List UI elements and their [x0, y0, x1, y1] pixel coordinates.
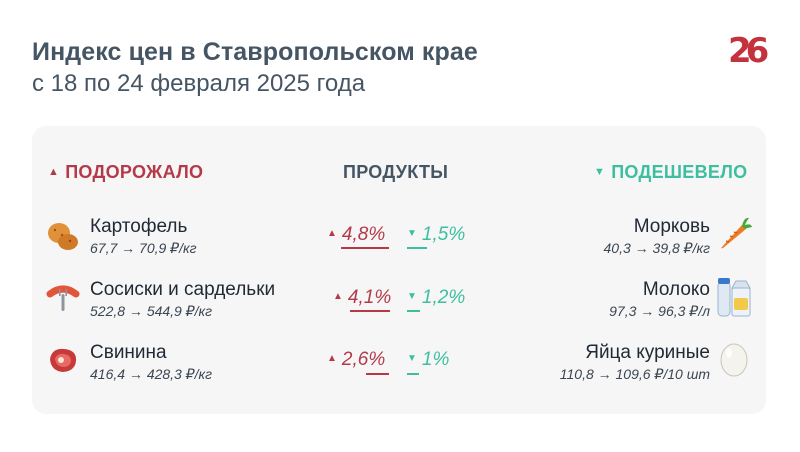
- svg-text:26: 26: [728, 31, 768, 71]
- product-prices-potato: 67,7 → 70,9 ₽/кг: [90, 240, 197, 256]
- product-prices-carrot: 40,3 → 39,8 ₽/кг: [603, 240, 710, 256]
- page-subtitle: с 18 по 24 февраля 2025 года: [32, 70, 366, 97]
- product-prices-egg: 110,8 → 109,6 ₽/10 шт: [559, 366, 710, 382]
- pct-fell-1: ▼ 1,5%: [407, 224, 466, 245]
- page-title: Индекс цен в Ставропольском крае: [32, 38, 478, 66]
- fell-bar-2: [407, 310, 420, 312]
- pct-rose-1: ▲ 4,8%: [327, 224, 386, 245]
- logo-26: 26: [728, 31, 770, 71]
- product-prices-sausage: 522,8 → 544,9 ₽/кг: [90, 303, 213, 319]
- rose-bar-3: [366, 373, 389, 375]
- product-name-pork: Свинина: [90, 342, 167, 363]
- product-name-sausage: Сосиски и сардельки: [90, 279, 276, 300]
- sausage-icon: [46, 285, 80, 311]
- product-prices-milk: 97,3 → 96,3 ₽/л: [609, 303, 710, 319]
- column-header-fell: ▼ ПОДЕШЕВЕЛО: [594, 162, 748, 182]
- pct-rose-3: ▲ 2,6%: [327, 349, 386, 370]
- pct-rose-2: ▲ 4,1%: [333, 287, 392, 308]
- rose-bar-1: [341, 247, 389, 249]
- meat-icon: [50, 348, 77, 372]
- column-header-products: ПРОДУКТЫ: [343, 162, 449, 182]
- product-name-egg: Яйца куриные: [585, 342, 710, 363]
- product-name-milk: Молоко: [642, 279, 710, 300]
- milk-icon: [717, 278, 751, 317]
- egg-icon: [720, 343, 748, 377]
- rose-bar-2: [350, 310, 390, 312]
- price-panel: [32, 126, 766, 414]
- fell-bar-1: [407, 247, 427, 249]
- potato-icon: [48, 223, 78, 250]
- product-name-potato: Картофель: [90, 216, 188, 237]
- product-prices-pork: 416,4 → 428,3 ₽/кг: [90, 366, 213, 382]
- carrot-icon: [721, 217, 752, 249]
- pct-fell-3: ▼ 1%: [407, 349, 450, 370]
- pct-fell-2: ▼ 1,2%: [407, 287, 466, 308]
- product-name-carrot: Морковь: [633, 216, 710, 237]
- fell-bar-3: [407, 373, 419, 375]
- column-header-rose: ▲ ПОДОРОЖАЛО: [48, 162, 204, 182]
